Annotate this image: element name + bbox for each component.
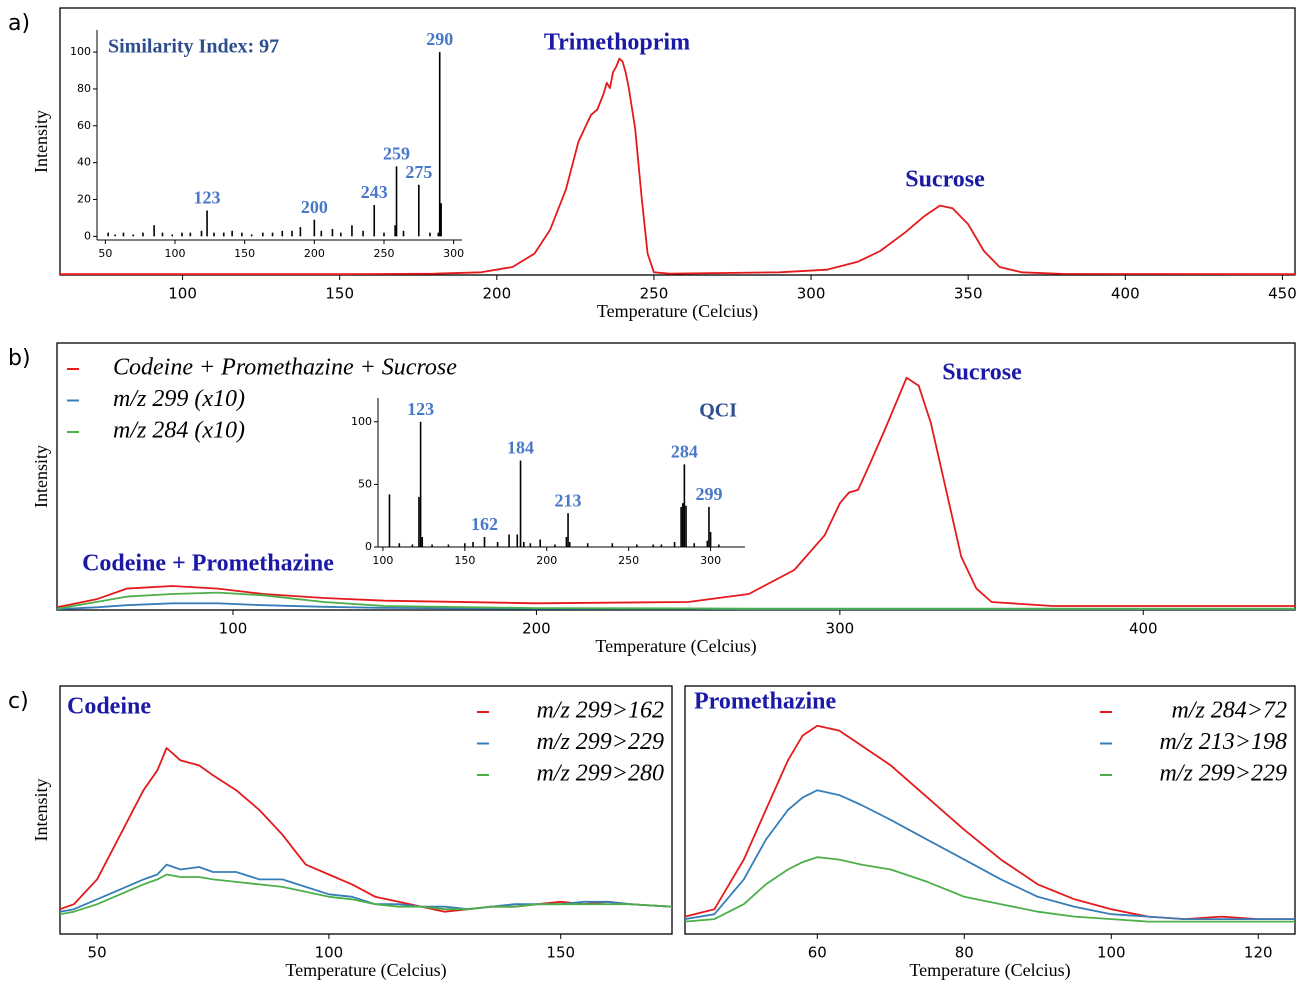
panel-label: a) <box>8 11 30 36</box>
y-tick-label: 100 <box>351 415 372 428</box>
peak-label: 200 <box>301 197 328 217</box>
x-tick-label: 100 <box>315 944 344 962</box>
data-line <box>56 591 1295 610</box>
y-tick-label: 80 <box>77 82 91 95</box>
y-tick-label: 0 <box>84 229 91 242</box>
x-tick-label: 300 <box>700 554 721 567</box>
peak-label: 259 <box>383 143 410 163</box>
peak-label: 284 <box>671 441 698 461</box>
peak-label: 123 <box>194 188 221 208</box>
y-tick-label: 40 <box>77 156 91 169</box>
x-tick-label: 350 <box>954 285 983 303</box>
x-tick-label: 200 <box>482 285 511 303</box>
plot-frame <box>56 342 1296 611</box>
x-tick-label: 250 <box>640 285 669 303</box>
x-axis-title: Temperature (Celcius) <box>909 960 1070 981</box>
x-tick-label: 300 <box>797 285 826 303</box>
x-tick-label: 50 <box>98 247 112 260</box>
y-axis-title: Intensity <box>31 445 51 508</box>
inset-background <box>70 24 470 268</box>
y-axis-title: Intensity <box>31 779 51 842</box>
x-tick-label: 150 <box>546 944 575 962</box>
plot-frame <box>59 685 673 935</box>
panel-label: b) <box>8 346 31 371</box>
x-tick-label: 60 <box>808 944 827 962</box>
x-tick-label: 400 <box>1111 285 1140 303</box>
x-axis-title: Temperature (Celcius) <box>595 636 756 657</box>
peak-label: 213 <box>555 490 582 510</box>
legend-label: m/z 284 (x10) <box>113 418 245 444</box>
legend-label: m/z 284>72 <box>1171 698 1287 724</box>
x-tick-label: 120 <box>1244 944 1273 962</box>
peak-label: 275 <box>405 162 432 182</box>
annotation: Codeine + Promethazine <box>82 551 334 577</box>
x-tick-label: 100 <box>372 554 393 567</box>
x-tick-label: 450 <box>1268 285 1297 303</box>
legend-label: m/z 299>229 <box>536 729 664 755</box>
x-tick-label: 400 <box>1129 620 1158 638</box>
x-axis-title: Temperature (Celcius) <box>597 301 758 322</box>
annotation: Sucrose <box>905 167 985 193</box>
legend-label: m/z 299>229 <box>1159 761 1287 787</box>
legend-label: Codeine + Promethazine + Sucrose <box>113 355 457 381</box>
x-tick-label: 150 <box>325 285 354 303</box>
x-tick-label: 150 <box>234 247 255 260</box>
annotation: Trimethoprim <box>544 30 690 56</box>
plot-frame <box>684 685 1296 935</box>
data-line <box>59 873 673 916</box>
x-tick-label: 100 <box>219 620 248 638</box>
x-tick-label: 100 <box>1097 944 1126 962</box>
x-tick-label: 100 <box>168 285 197 303</box>
peak-label: 243 <box>361 182 388 202</box>
x-axis-title: Temperature (Celcius) <box>285 960 446 981</box>
x-tick-label: 250 <box>373 247 394 260</box>
x-tick-label: 150 <box>454 554 475 567</box>
x-tick-label: 80 <box>955 944 974 962</box>
data-line <box>684 789 1295 920</box>
y-tick-label: 0 <box>365 540 372 553</box>
annotation: Sucrose <box>942 360 1022 386</box>
inset-title: QCI <box>699 400 737 422</box>
legend-label: m/z 213>198 <box>1159 729 1287 755</box>
inset-title: Similarity Index: 97 <box>108 36 279 58</box>
panel-title: Promethazine <box>694 689 837 715</box>
plot-frame <box>59 7 1296 276</box>
x-tick-label: 200 <box>536 554 557 567</box>
peak-label: 290 <box>426 29 453 49</box>
x-tick-label: 100 <box>165 247 186 260</box>
legend-label: m/z 299>162 <box>536 698 664 724</box>
x-tick-label: 200 <box>522 620 551 638</box>
x-tick-label: 50 <box>88 944 107 962</box>
panel-title: Codeine <box>67 694 151 720</box>
data-line <box>684 856 1295 923</box>
peak-label: 299 <box>695 484 722 504</box>
y-tick-label: 60 <box>77 119 91 132</box>
data-line <box>56 376 1295 609</box>
y-tick-label: 100 <box>70 45 91 58</box>
inset-background <box>350 392 752 572</box>
y-axis-title: Intensity <box>31 110 51 173</box>
x-tick-label: 300 <box>826 620 855 638</box>
peak-label: 184 <box>507 438 534 458</box>
y-tick-label: 20 <box>77 192 91 205</box>
x-tick-label: 300 <box>443 247 464 260</box>
x-tick-label: 250 <box>618 554 639 567</box>
x-tick-label: 200 <box>304 247 325 260</box>
y-tick-label: 50 <box>358 477 372 490</box>
legend-label: m/z 299 (x10) <box>113 386 245 412</box>
peak-label: 162 <box>471 514 498 534</box>
peak-label: 123 <box>407 399 434 419</box>
panel-label: c) <box>8 689 29 714</box>
data-line <box>60 57 1296 276</box>
legend-label: m/z 299>280 <box>536 761 664 787</box>
